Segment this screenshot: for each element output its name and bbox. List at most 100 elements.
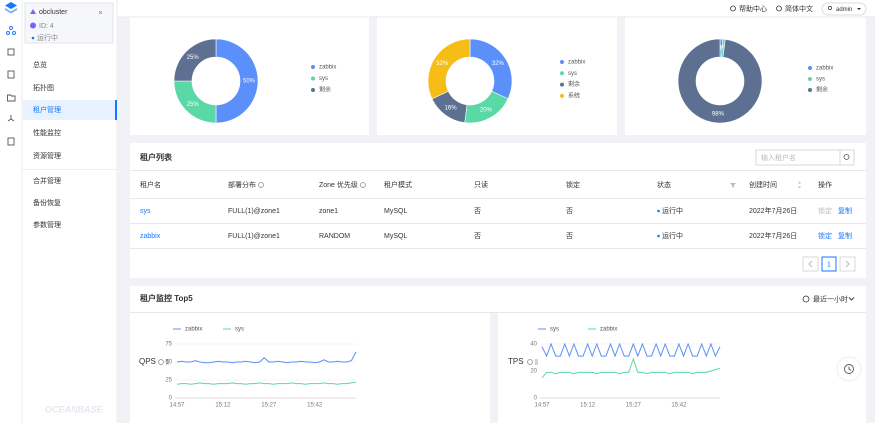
sort-icon[interactable] <box>798 181 801 189</box>
next-page[interactable] <box>839 256 856 272</box>
info-icon <box>527 359 533 365</box>
card-title: 租户监控 Top5 <box>140 293 193 303</box>
folder-icon[interactable] <box>7 94 16 102</box>
legend-label: sys <box>235 327 244 333</box>
y-tick-label: 0 <box>169 396 173 402</box>
status-dot <box>657 209 660 213</box>
dashboard-icon[interactable] <box>7 48 15 56</box>
column-header: 只读 <box>474 180 488 189</box>
legend-marker <box>560 93 564 98</box>
axis-label: TPS <box>508 357 524 366</box>
cell-text: 否 <box>566 232 573 240</box>
donut-label: 16% <box>445 105 458 111</box>
tenant-link[interactable]: zabbix <box>140 233 161 240</box>
panel-gap <box>490 313 498 423</box>
menu-active-bg <box>23 100 117 120</box>
user-icon <box>828 6 832 10</box>
y-tick-label: 75 <box>165 342 172 348</box>
page-button[interactable] <box>821 256 837 272</box>
column-header: 租户模式 <box>384 180 412 189</box>
donut-label: 1% <box>719 46 728 52</box>
legend-marker <box>311 76 315 81</box>
cell-text: 2022年7月26日 <box>749 206 797 215</box>
info-icon <box>258 182 264 188</box>
column-header: 租户名 <box>140 180 161 189</box>
cell-text: MySQL <box>384 233 407 240</box>
action-link[interactable]: 锁定 <box>818 206 832 215</box>
menu-item[interactable]: 总览 <box>33 60 47 69</box>
x-tick-label: 15:42 <box>307 403 323 409</box>
icon-rail <box>0 0 22 423</box>
column-header: 部署分布 <box>228 180 256 189</box>
help-link[interactable]: 帮助中心 <box>739 4 767 13</box>
legend-marker <box>311 88 315 92</box>
cluster-icon <box>30 9 36 14</box>
legend-label: zabbix <box>185 327 202 333</box>
menu-item[interactable]: 租户管理 <box>33 105 61 114</box>
menu-item[interactable]: 合并管理 <box>33 176 61 185</box>
donut-segment <box>215 38 259 124</box>
cell-text: 2022年7月26日 <box>749 231 797 240</box>
cluster-id: ID: 4 <box>39 23 54 30</box>
column-header: 操作 <box>818 180 832 189</box>
legend-label: 剩余 <box>319 86 331 94</box>
status-dot <box>657 234 660 238</box>
cell-text: 否 <box>474 232 481 240</box>
history-icon <box>844 364 854 374</box>
cluster-icon[interactable] <box>6 26 16 35</box>
legend-marker <box>311 65 315 69</box>
cluster-status: 运行中 <box>37 33 58 42</box>
legend-label: zabbix <box>568 60 585 66</box>
legend-label: zabbix <box>816 66 833 72</box>
donut-label: 32% <box>492 61 505 67</box>
menu-item[interactable]: 备份恢复 <box>33 198 61 207</box>
y-tick-label: 40 <box>530 342 537 348</box>
menu-active-bar <box>115 100 117 120</box>
search-placeholder: 输入租户名 <box>761 153 796 162</box>
search-button[interactable] <box>839 149 855 166</box>
donut-label: 1% <box>717 46 726 52</box>
topology-icon[interactable] <box>7 115 15 122</box>
menu-item[interactable]: 性能监控 <box>33 128 61 137</box>
range-select[interactable]: 最近一小时 <box>813 294 848 303</box>
y-tick-label: 50 <box>165 360 172 366</box>
filter-icon[interactable] <box>730 183 736 188</box>
action-link[interactable]: 锁定 <box>818 231 832 240</box>
language-switch[interactable]: 简体中文 <box>785 4 813 13</box>
legend-marker <box>808 88 812 92</box>
y-tick-label: 20 <box>530 369 537 375</box>
tenant-link[interactable]: sys <box>140 208 151 215</box>
donut-label: 20% <box>480 107 493 113</box>
drag-icon <box>166 359 169 365</box>
donut-segment <box>427 38 471 100</box>
list-icon[interactable] <box>7 70 15 79</box>
x-tick-label: 15:12 <box>580 403 596 409</box>
legend-label: sys <box>568 71 577 77</box>
donut-segment <box>173 38 217 82</box>
column-header: 创建时间 <box>749 180 777 189</box>
menu-item[interactable]: 拓扑图 <box>33 83 54 92</box>
menu-item[interactable]: 资源管理 <box>33 151 61 160</box>
column-header: 状态 <box>657 180 671 189</box>
page-number: 1 <box>827 261 831 268</box>
cluster-name: obcluster <box>39 9 68 16</box>
series-line <box>541 357 721 379</box>
caret <box>857 8 861 10</box>
logo <box>5 2 17 14</box>
card-title: 租户列表 <box>140 152 173 162</box>
legend-marker <box>560 82 564 87</box>
doc-icon[interactable] <box>7 137 15 146</box>
legend-label: 系统 <box>568 91 580 99</box>
x-tick-label: 14:57 <box>169 403 185 409</box>
drag-icon <box>535 359 538 365</box>
axis-label: QPS <box>139 357 156 366</box>
menu-item[interactable]: 参数管理 <box>33 220 61 229</box>
close-icon[interactable] <box>98 10 103 15</box>
action-link[interactable]: 复制 <box>838 231 852 240</box>
user-menu[interactable] <box>821 2 867 16</box>
action-link[interactable]: 复制 <box>838 206 852 215</box>
prev-page[interactable] <box>802 256 819 272</box>
status-text: 运行中 <box>662 206 683 215</box>
donut-label: 50% <box>243 79 256 85</box>
